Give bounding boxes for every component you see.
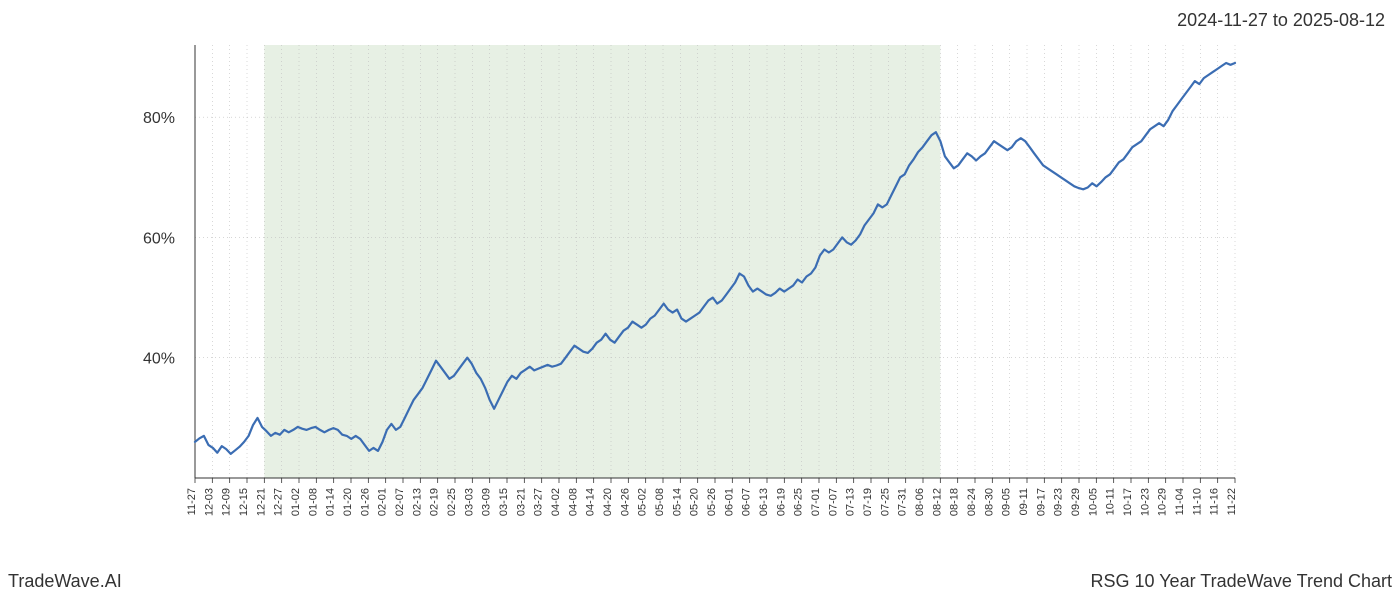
svg-text:12-21: 12-21 bbox=[255, 488, 267, 516]
svg-text:01-08: 01-08 bbox=[307, 488, 319, 516]
svg-text:09-23: 09-23 bbox=[1053, 488, 1065, 516]
date-range-label: 2024-11-27 to 2025-08-12 bbox=[1177, 10, 1385, 31]
svg-text:07-31: 07-31 bbox=[897, 488, 909, 516]
svg-text:05-14: 05-14 bbox=[671, 488, 683, 516]
svg-text:02-25: 02-25 bbox=[446, 488, 458, 516]
svg-text:10-05: 10-05 bbox=[1087, 488, 1099, 516]
svg-text:07-19: 07-19 bbox=[862, 488, 874, 516]
svg-text:03-09: 03-09 bbox=[481, 488, 493, 516]
svg-text:10-17: 10-17 bbox=[1122, 488, 1134, 516]
svg-text:04-08: 04-08 bbox=[567, 488, 579, 516]
trend-chart: 40% 60% 80% 11-27 12-03 12-09 12-15 12-21 12-27 0… bbox=[0, 0, 1400, 600]
svg-text:05-26: 05-26 bbox=[706, 488, 718, 516]
svg-text:12-27: 12-27 bbox=[273, 488, 285, 516]
svg-text:04-14: 04-14 bbox=[585, 488, 597, 516]
chart-container: 2024-11-27 to 2025-08-12 40% 60% 80% 11-27 1… bbox=[0, 0, 1400, 600]
svg-text:05-08: 05-08 bbox=[654, 488, 666, 516]
svg-text:40%: 40% bbox=[143, 351, 175, 368]
footer-chart-title: RSG 10 Year TradeWave Trend Chart bbox=[1091, 571, 1393, 592]
svg-text:06-25: 06-25 bbox=[793, 488, 805, 516]
svg-text:09-11: 09-11 bbox=[1018, 488, 1030, 515]
svg-text:03-15: 03-15 bbox=[498, 488, 510, 516]
svg-text:11-10: 11-10 bbox=[1191, 488, 1203, 515]
svg-text:06-01: 06-01 bbox=[723, 488, 735, 516]
svg-text:01-20: 01-20 bbox=[342, 488, 354, 516]
svg-text:05-02: 05-02 bbox=[637, 488, 649, 516]
svg-text:09-05: 09-05 bbox=[1001, 488, 1013, 516]
svg-text:03-21: 03-21 bbox=[515, 488, 527, 516]
svg-text:07-07: 07-07 bbox=[827, 488, 839, 516]
svg-text:10-23: 10-23 bbox=[1139, 488, 1151, 516]
svg-text:02-07: 02-07 bbox=[394, 488, 406, 516]
svg-text:03-03: 03-03 bbox=[463, 488, 475, 516]
svg-text:12-15: 12-15 bbox=[238, 488, 250, 516]
svg-text:09-17: 09-17 bbox=[1035, 488, 1047, 516]
svg-text:03-27: 03-27 bbox=[533, 488, 545, 516]
svg-text:01-02: 01-02 bbox=[290, 488, 302, 516]
svg-text:04-20: 04-20 bbox=[602, 488, 614, 516]
svg-text:11-16: 11-16 bbox=[1209, 488, 1221, 515]
svg-text:08-12: 08-12 bbox=[931, 488, 943, 516]
svg-text:12-03: 12-03 bbox=[203, 488, 215, 516]
svg-text:02-13: 02-13 bbox=[411, 488, 423, 516]
svg-text:11-22: 11-22 bbox=[1226, 488, 1238, 515]
svg-text:02-01: 02-01 bbox=[377, 488, 389, 516]
svg-text:06-07: 06-07 bbox=[741, 488, 753, 516]
svg-text:01-14: 01-14 bbox=[325, 488, 337, 516]
footer-brand: TradeWave.AI bbox=[8, 571, 122, 592]
svg-text:01-26: 01-26 bbox=[359, 488, 371, 516]
svg-text:10-11: 10-11 bbox=[1105, 488, 1117, 515]
svg-text:02-19: 02-19 bbox=[429, 488, 441, 516]
svg-text:06-13: 06-13 bbox=[758, 488, 770, 516]
svg-text:07-25: 07-25 bbox=[879, 488, 891, 516]
svg-text:80%: 80% bbox=[143, 110, 175, 127]
svg-text:06-19: 06-19 bbox=[775, 488, 787, 516]
svg-text:11-27: 11-27 bbox=[186, 488, 198, 515]
svg-text:60%: 60% bbox=[143, 230, 175, 247]
svg-text:10-29: 10-29 bbox=[1157, 488, 1169, 516]
svg-text:04-26: 04-26 bbox=[619, 488, 631, 516]
svg-text:08-18: 08-18 bbox=[949, 488, 961, 516]
svg-text:04-02: 04-02 bbox=[550, 488, 562, 516]
svg-text:11-04: 11-04 bbox=[1174, 488, 1186, 515]
svg-text:12-09: 12-09 bbox=[221, 488, 233, 516]
svg-text:08-30: 08-30 bbox=[983, 488, 995, 516]
svg-text:09-29: 09-29 bbox=[1070, 488, 1082, 516]
svg-text:05-20: 05-20 bbox=[689, 488, 701, 516]
svg-text:07-01: 07-01 bbox=[810, 488, 822, 516]
svg-text:07-13: 07-13 bbox=[845, 488, 857, 516]
svg-text:08-06: 08-06 bbox=[914, 488, 926, 516]
svg-text:08-24: 08-24 bbox=[966, 488, 978, 516]
